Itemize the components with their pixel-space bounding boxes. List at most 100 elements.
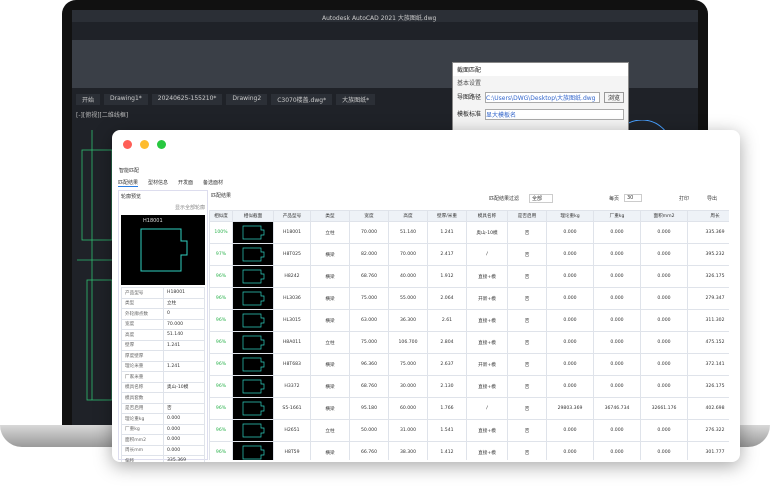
cell: 0.000 [640, 375, 688, 398]
table-row[interactable]: 96% HL3036 横梁 75.000 55.000 2.064 开新+模否 0.000 0.… [209, 287, 729, 310]
table-row[interactable]: 96% H8A011 立柱 75.000 106.700 2.804 直接+模否 0.000 0… [209, 331, 729, 354]
cell: 1.766 [427, 397, 467, 420]
column-header: 周长 [687, 210, 729, 222]
cell: 直接+模 [466, 309, 508, 332]
table-row[interactable]: 96% H2651 立柱 50.000 31.000 1.541 直接+模否 0.000 0.0… [209, 419, 729, 442]
section-thumb [242, 269, 265, 283]
cell: 否 [507, 265, 547, 288]
property-name: 模具套数 [121, 392, 164, 404]
section-thumb [242, 335, 265, 349]
export-button[interactable]: 导出 [707, 196, 718, 202]
cell: 96% [209, 265, 233, 288]
cell: 开新+模 [466, 353, 508, 376]
property-name: 理论重kg [121, 413, 164, 425]
cell [232, 375, 274, 398]
cell [232, 243, 274, 266]
cell: 0.000 [546, 331, 594, 354]
tab[interactable]: 备选面材 [203, 180, 224, 186]
print-button[interactable]: 打印 [679, 196, 690, 202]
sort-value: 30 [624, 194, 643, 202]
property-name: 壁厚 [121, 339, 164, 351]
section-thumb [242, 247, 265, 261]
property-row: 模具名称 奥山-10模 [121, 381, 205, 393]
cell: 68.760 [349, 375, 389, 398]
table-row[interactable]: 96% H3372 横梁 68.760 30.000 2.130 直接+模否 0.000 0.0… [209, 375, 729, 398]
cell: 0.000 [546, 309, 594, 332]
cell: 75.000 [388, 353, 428, 376]
property-value: 0 [163, 308, 205, 320]
cell: 0.000 [640, 221, 688, 244]
cell: 75.000 [349, 287, 389, 310]
table-row[interactable]: 96% HL3015 横梁 63.000 36.300 2.61 直接+模否 0.000 0.0… [209, 309, 729, 332]
property-name: 厂家米重 [121, 371, 164, 383]
property-value [163, 350, 205, 362]
section-thumb [242, 401, 265, 415]
cell: 50.000 [349, 419, 389, 442]
tab[interactable]: 匹配结果 [118, 180, 139, 187]
tab[interactable]: 开发面 [178, 180, 194, 186]
cell: S5-1661 [273, 397, 311, 420]
column-header: 面积mm2 [640, 210, 688, 222]
field-row: 导图路径 C:\Users\DWG\Desktop\大族图纸.dwg 浏览 [453, 89, 628, 106]
show-all-button[interactable]: 显示全部轮廓 [174, 205, 205, 211]
cell: 36746.734 [593, 397, 641, 420]
result-table: 相似度 相似截面 产品型号 类型 宽度 高度 壁厚/米重 模具名称 是否启用 理论重kg 厂重kg 面… [209, 210, 729, 460]
cell: 否 [507, 243, 547, 266]
cell: 96.360 [349, 353, 389, 376]
cell: 横梁 [310, 375, 350, 398]
cell: 开新+模 [466, 287, 508, 310]
property-value [163, 392, 205, 404]
table-row[interactable]: 100% H18001 立柱 70.000 51.140 1.241 奥山-10模否 0.00… [209, 221, 729, 244]
close-button[interactable] [123, 140, 132, 149]
cell: 106.700 [388, 331, 428, 354]
cell: 96% [209, 441, 233, 460]
preview-label: H18001 [143, 218, 163, 224]
column-header: 是否启用 [507, 210, 547, 222]
minimize-button[interactable] [140, 140, 149, 149]
property-name: 厚度壁厚 [121, 350, 164, 362]
maximize-button[interactable] [157, 140, 166, 149]
browse-button[interactable]: 浏览 [603, 92, 624, 103]
cell: 51.140 [388, 221, 428, 244]
file-tab: 大族图纸* [336, 94, 376, 105]
cell: H2651 [273, 419, 311, 442]
property-value: 奥山-10模 [163, 381, 205, 393]
cell: 66.760 [349, 441, 389, 460]
cell: 立柱 [310, 331, 350, 354]
sort-label: 每页 [609, 196, 620, 202]
cell: 0.000 [546, 221, 594, 244]
cell: 0.000 [546, 265, 594, 288]
cell: 68.760 [349, 265, 389, 288]
cell: 36.300 [388, 309, 428, 332]
cell [232, 419, 274, 442]
table-row[interactable]: 96% H8T683 横梁 96.360 75.000 2.637 开新+模否 0.000 0.… [209, 353, 729, 376]
cell: 直接+模 [466, 375, 508, 398]
cell: 0.000 [546, 375, 594, 398]
cell: 276.322 [687, 419, 729, 442]
cell: 否 [507, 287, 547, 310]
cell: 96% [209, 309, 233, 332]
cell: 96% [209, 287, 233, 310]
cell: 372.141 [687, 353, 729, 376]
cell: 直接+模 [466, 441, 508, 460]
property-row: 类型 立柱 [121, 297, 205, 309]
property-row: 是否启用否 [121, 402, 205, 414]
cell: 0.000 [593, 287, 641, 310]
cell: 30.000 [388, 375, 428, 398]
property-value: H18001 [163, 287, 205, 299]
tab[interactable]: 型材信息 [148, 180, 169, 186]
cell: 31.000 [388, 419, 428, 442]
table-row[interactable]: 97% H8T025 横梁 82.000 70.000 2.417/否 0.000 0.000… [209, 243, 729, 266]
field-value: 显大模板名 [485, 109, 624, 120]
field-label: 模板标准 [457, 111, 482, 118]
table-row[interactable]: 96% H8T59 横梁 66.760 38.300 1.412 直接+模否 0.000 0.0… [209, 441, 729, 460]
property-name: 产品型号 [121, 287, 164, 299]
cell: 否 [507, 221, 547, 244]
cell: 否 [507, 309, 547, 332]
table-row[interactable]: 96% H8242 横梁 68.760 40.000 1.912 直接+模否 0.000 0.0… [209, 265, 729, 288]
section-thumb [242, 357, 265, 371]
cell: 0.000 [593, 221, 641, 244]
property-row: 理论重kg 0.000 [121, 413, 205, 425]
table-row[interactable]: 96% S5-1661 横梁 95.180 60.000 1.766/否 29803.369… [209, 397, 729, 420]
left-panel: 轮廓预览 显示全部轮廓 H18001 产品型号 H18001 类型 立柱 外轮廓点数 0 宽… [118, 190, 208, 462]
